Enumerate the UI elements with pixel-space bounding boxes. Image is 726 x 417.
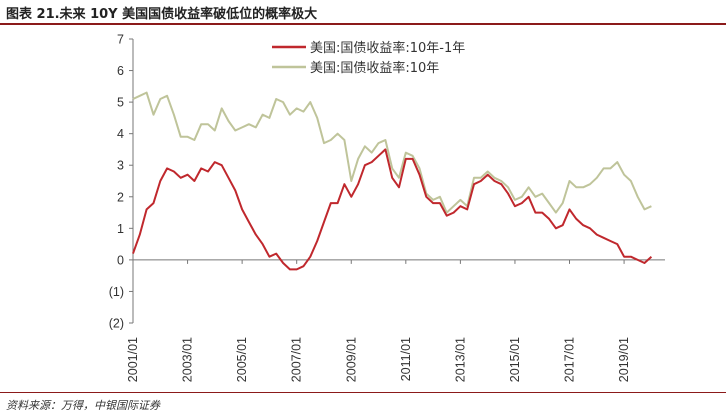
y-tick-label: 4 — [117, 127, 124, 141]
x-tick-label: 2015/01 — [508, 337, 522, 382]
y-tick-label: (2) — [109, 317, 124, 331]
x-tick-label: 2009/01 — [344, 337, 358, 382]
source-note: 资料来源：万得，中银国际证券 — [6, 399, 160, 412]
legend-label: 美国:国债收益率:10年-1年 — [310, 40, 465, 56]
x-tick-label: 2017/01 — [563, 337, 577, 382]
x-tick-label: 2013/01 — [453, 337, 467, 382]
x-tick-label: 2003/01 — [181, 337, 195, 382]
y-tick-label: 6 — [117, 64, 124, 78]
y-tick-label: 3 — [117, 159, 124, 173]
series-line-spread — [132, 148, 653, 271]
x-tick-label: 2005/01 — [235, 337, 249, 382]
source-divider — [0, 392, 726, 393]
y-tick-label: (1) — [109, 285, 124, 299]
line-chart: 7 6 5 4 3 2 1 0 (1) (2)2001/01 2003/01 2005/01 2007/… — [109, 33, 665, 382]
x-tick-label: 2019/01 — [617, 337, 631, 382]
y-tick-label: 1 — [117, 222, 124, 236]
y-tick-label: 5 — [117, 96, 124, 110]
y-tick-label: 7 — [117, 33, 124, 47]
series-line-10y — [132, 91, 652, 214]
axes: 7 6 5 4 3 2 1 0 (1) (2)2001/01 2003/01 2005/01 2007/… — [109, 33, 665, 382]
x-tick-label: 2007/01 — [290, 337, 304, 382]
legend-label: 美国:国债收益率:10年 — [310, 60, 439, 76]
chart-title: 图表 21.未来 10Y 美国国债收益率破低位的概率极大 — [6, 7, 318, 22]
series-layer — [132, 91, 653, 271]
x-tick-label: 2011/01 — [399, 337, 413, 381]
y-tick-label: 0 — [117, 253, 124, 267]
title-divider — [0, 23, 726, 25]
y-tick-label: 2 — [117, 190, 124, 204]
x-tick-label: 2001/01 — [126, 337, 140, 382]
